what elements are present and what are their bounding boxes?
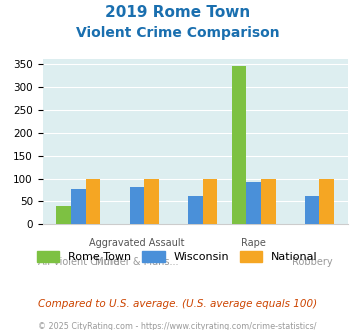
Bar (232, 66, 246, 224)
Text: Rape: Rape (241, 238, 266, 248)
Text: Murder & Mans...: Murder & Mans... (95, 257, 179, 267)
Bar (203, 180, 217, 224)
Text: Robbery: Robbery (292, 257, 332, 267)
Bar (86, 179, 100, 224)
Text: 2019 Rome Town: 2019 Rome Town (105, 5, 250, 20)
Text: © 2025 CityRating.com - https://www.cityrating.com/crime-statistics/: © 2025 CityRating.com - https://www.city… (38, 322, 317, 330)
Bar (71, 189, 86, 224)
Legend: Rome Town, Wisconsin, National: Rome Town, Wisconsin, National (33, 247, 322, 267)
Bar (261, 179, 275, 224)
Bar (130, 187, 144, 224)
Text: Aggravated Assault: Aggravated Assault (89, 238, 185, 248)
Bar (188, 196, 203, 224)
Text: Compared to U.S. average. (U.S. average equals 100): Compared to U.S. average. (U.S. average … (38, 299, 317, 309)
Text: All Violent Crime: All Violent Crime (38, 257, 119, 267)
Bar (56, 206, 71, 224)
Bar (320, 180, 334, 224)
Bar (144, 179, 159, 224)
Bar (246, 182, 261, 224)
Bar (305, 195, 320, 224)
Text: Violent Crime Comparison: Violent Crime Comparison (76, 26, 279, 40)
